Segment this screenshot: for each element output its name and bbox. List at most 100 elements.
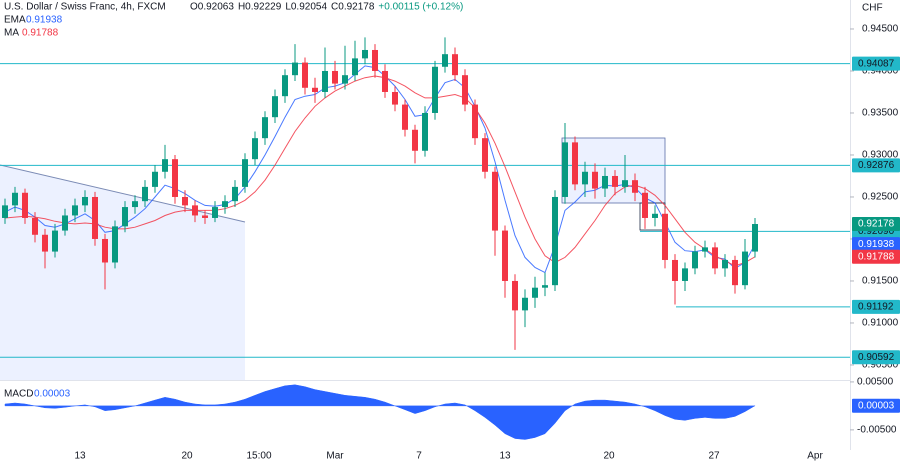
x-tick-label: 13	[74, 451, 86, 462]
candle-body	[412, 129, 418, 151]
candle-body	[532, 287, 538, 298]
ema-name: EMA	[4, 15, 26, 26]
y-tick-label: 0.93500	[862, 108, 899, 119]
candle-body	[192, 205, 198, 216]
candle-body	[272, 96, 278, 118]
candle-body	[92, 196, 98, 239]
level-badge: 0.94087	[858, 58, 895, 69]
last-price-badge-bg	[852, 217, 900, 232]
candle-body	[662, 213, 668, 260]
candle-body	[212, 207, 218, 218]
y-tick-label: 0.90500	[862, 360, 899, 371]
candle-body	[332, 70, 338, 84]
y-tick-label: 0.93000	[862, 150, 899, 161]
x-tick-label: 20	[603, 451, 615, 462]
candle-body	[572, 142, 578, 185]
level-badge: 0.92876	[858, 160, 895, 171]
candle-body	[232, 186, 238, 202]
candle-body	[632, 180, 638, 193]
candle-body	[482, 138, 488, 172]
range-box	[561, 137, 666, 204]
candle-body	[382, 70, 388, 92]
candle-body	[342, 75, 348, 84]
candle-body	[312, 87, 318, 92]
candle-body	[32, 217, 38, 235]
macd-badge-bg	[852, 398, 900, 413]
level-badge: 0.90592	[858, 352, 895, 363]
candle-body	[692, 251, 698, 269]
macd-area	[4, 384, 756, 440]
candle-body	[132, 201, 138, 208]
y-tick-label: 0.92500	[862, 192, 899, 203]
candle-body	[182, 196, 188, 206]
quote-field: O0.92063	[190, 2, 234, 13]
candle-body	[562, 142, 568, 197]
candle-body	[392, 91, 398, 105]
candle-body	[222, 201, 228, 208]
candle-body	[742, 251, 748, 286]
candle-body	[442, 54, 448, 67]
candle-body	[12, 192, 18, 206]
y-tick-label: 0.91500	[862, 276, 899, 287]
triangle-drawing	[0, 165, 245, 380]
candle-body	[52, 230, 58, 252]
candle-body	[452, 54, 458, 76]
level-badge-bg	[852, 299, 900, 314]
ma-name: MA	[4, 28, 19, 39]
x-tick-label: 15:00	[246, 451, 271, 462]
candle-body	[752, 224, 758, 252]
level-badge-bg	[852, 158, 900, 173]
candle-body	[202, 215, 208, 218]
indicator-badge: 0.91938	[858, 239, 895, 250]
quote-field: C0.92178	[331, 2, 375, 13]
candle-body	[282, 75, 288, 97]
candle-body	[302, 62, 308, 88]
candle-body	[522, 297, 528, 311]
candle-body	[142, 186, 148, 202]
candle-body	[502, 230, 508, 281]
candle-body	[552, 196, 558, 286]
y-tick-label: 0.94500	[862, 24, 899, 35]
candle-body	[62, 215, 68, 231]
candle-body	[322, 70, 328, 92]
x-tick-label: Apr	[807, 451, 823, 462]
macd-name: MACD	[4, 389, 33, 400]
candle-body	[472, 104, 478, 139]
x-tick-label: 27	[708, 451, 720, 462]
candle-body	[512, 280, 518, 311]
candle-body	[122, 207, 128, 227]
candle-body	[612, 175, 618, 187]
candle-body	[22, 192, 28, 218]
candle-body	[652, 213, 658, 218]
candle-body	[262, 117, 268, 139]
candle-body	[362, 49, 368, 59]
candle-body	[102, 238, 108, 263]
quote-field: +0.00115 (+0.12%)	[378, 2, 463, 13]
level-badge: 0.92090	[858, 226, 895, 237]
indicator-line	[4, 75, 756, 267]
quote-field: H0.92229	[238, 2, 282, 13]
candle-body	[162, 159, 168, 172]
candle-body	[622, 180, 628, 187]
candle-body	[702, 247, 708, 252]
ma-value: 0.91788	[22, 28, 59, 39]
quote-field: L0.92054	[285, 2, 327, 13]
candle-body	[402, 104, 408, 130]
candle-body	[42, 234, 48, 252]
candle-body	[542, 285, 548, 288]
candle-body	[152, 171, 158, 187]
macd-value: 0.00003	[34, 389, 71, 400]
symbol: U.S. Dollar / Swiss Franc, 4h, FXCM	[4, 2, 166, 13]
candle-body	[2, 205, 8, 218]
indicator-badge: 0.91788	[858, 251, 895, 262]
candle-body	[252, 138, 258, 160]
last-price-badge: 0.92178	[858, 219, 895, 230]
trend-line	[0, 164, 246, 223]
candle-body	[172, 159, 178, 197]
level-badge: 0.91192	[858, 301, 894, 312]
y-tick-label: -0.00500	[857, 425, 897, 436]
candle-body	[82, 196, 88, 206]
candle-body	[292, 62, 298, 76]
y-tick-label: 0.94000	[862, 66, 899, 77]
